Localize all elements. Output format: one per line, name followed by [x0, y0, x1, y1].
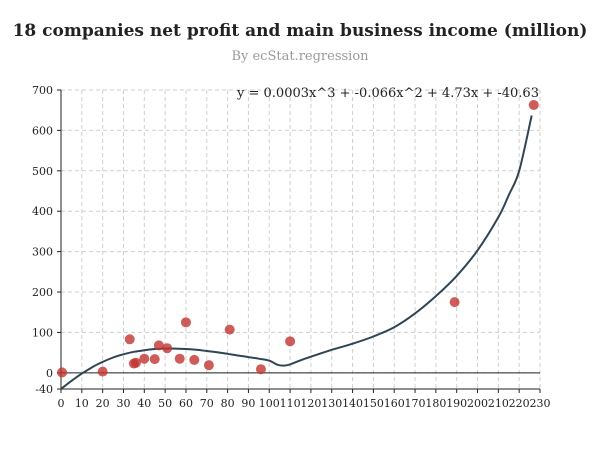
x-tick-label: 120: [300, 397, 321, 410]
x-tick-label: 140: [342, 397, 363, 410]
x-tick-label: 180: [425, 397, 446, 410]
regression-equation: y = 0.0003x^3 + -0.066x^2 + 4.73x + -40.…: [236, 86, 539, 101]
y-tick-label: 300: [32, 246, 53, 259]
x-tick-label: 70: [200, 397, 214, 410]
x-tick-label: 40: [137, 397, 151, 410]
y-tick-label: 0: [46, 367, 53, 380]
y-tick-label: 700: [32, 84, 53, 97]
scatter-point: [162, 343, 173, 354]
x-tick-label: 0: [58, 397, 65, 410]
scatter-point: [97, 366, 108, 377]
x-tick-label: 30: [116, 397, 130, 410]
y-tick-label: 500: [32, 165, 53, 178]
scatter-point: [124, 334, 135, 345]
x-tick-label: 200: [467, 397, 488, 410]
scatter-point: [174, 353, 185, 364]
regression-curve: [60, 115, 533, 390]
y-tick-label: 100: [32, 326, 53, 339]
x-tick-label: 10: [75, 397, 89, 410]
x-tick-label: 230: [530, 397, 551, 410]
chart-subtitle: By ecStat.regression: [231, 49, 369, 64]
scatter-point: [528, 99, 539, 110]
x-tick-label: 150: [363, 397, 384, 410]
scatter-point: [57, 367, 68, 378]
y-tick-label: 200: [32, 286, 53, 299]
y-tick-label: 600: [32, 124, 53, 137]
x-tick-label: 130: [321, 397, 342, 410]
y-tick-label: 400: [32, 205, 53, 218]
points-layer: [57, 99, 539, 378]
x-tick-label: 190: [446, 397, 467, 410]
x-tick-label: 80: [221, 397, 235, 410]
scatter-point: [153, 340, 164, 351]
x-tick-label: 60: [179, 397, 193, 410]
x-tick-label: 50: [158, 397, 172, 410]
scatter-point: [224, 324, 235, 335]
scatter-point: [449, 297, 460, 308]
axis-layer: 0 10 20 30 40 50 60 70 80 90 100 110 120 130 140 150 160…: [32, 84, 551, 410]
grid-layer: [61, 89, 541, 389]
x-tick-label: 110: [280, 397, 301, 410]
y-tick-label: -40: [35, 383, 53, 396]
x-tick-label: 170: [405, 397, 426, 410]
scatter-point: [149, 354, 160, 365]
scatter-point: [139, 353, 150, 364]
scatter-point: [285, 336, 296, 347]
x-tick-label: 20: [96, 397, 110, 410]
x-tick-label: 90: [241, 397, 255, 410]
scatter-point: [180, 317, 191, 328]
scatter-point: [255, 364, 266, 375]
x-tick-label: 210: [488, 397, 509, 410]
x-tick-label: 100: [259, 397, 280, 410]
chart-title: 18 companies net profit and main busines…: [13, 21, 588, 41]
scatter-point: [189, 354, 200, 365]
scatter-point: [130, 357, 141, 368]
x-tick-label: 220: [509, 397, 530, 410]
scatter-point: [203, 360, 214, 371]
x-tick-label: 160: [384, 397, 405, 410]
